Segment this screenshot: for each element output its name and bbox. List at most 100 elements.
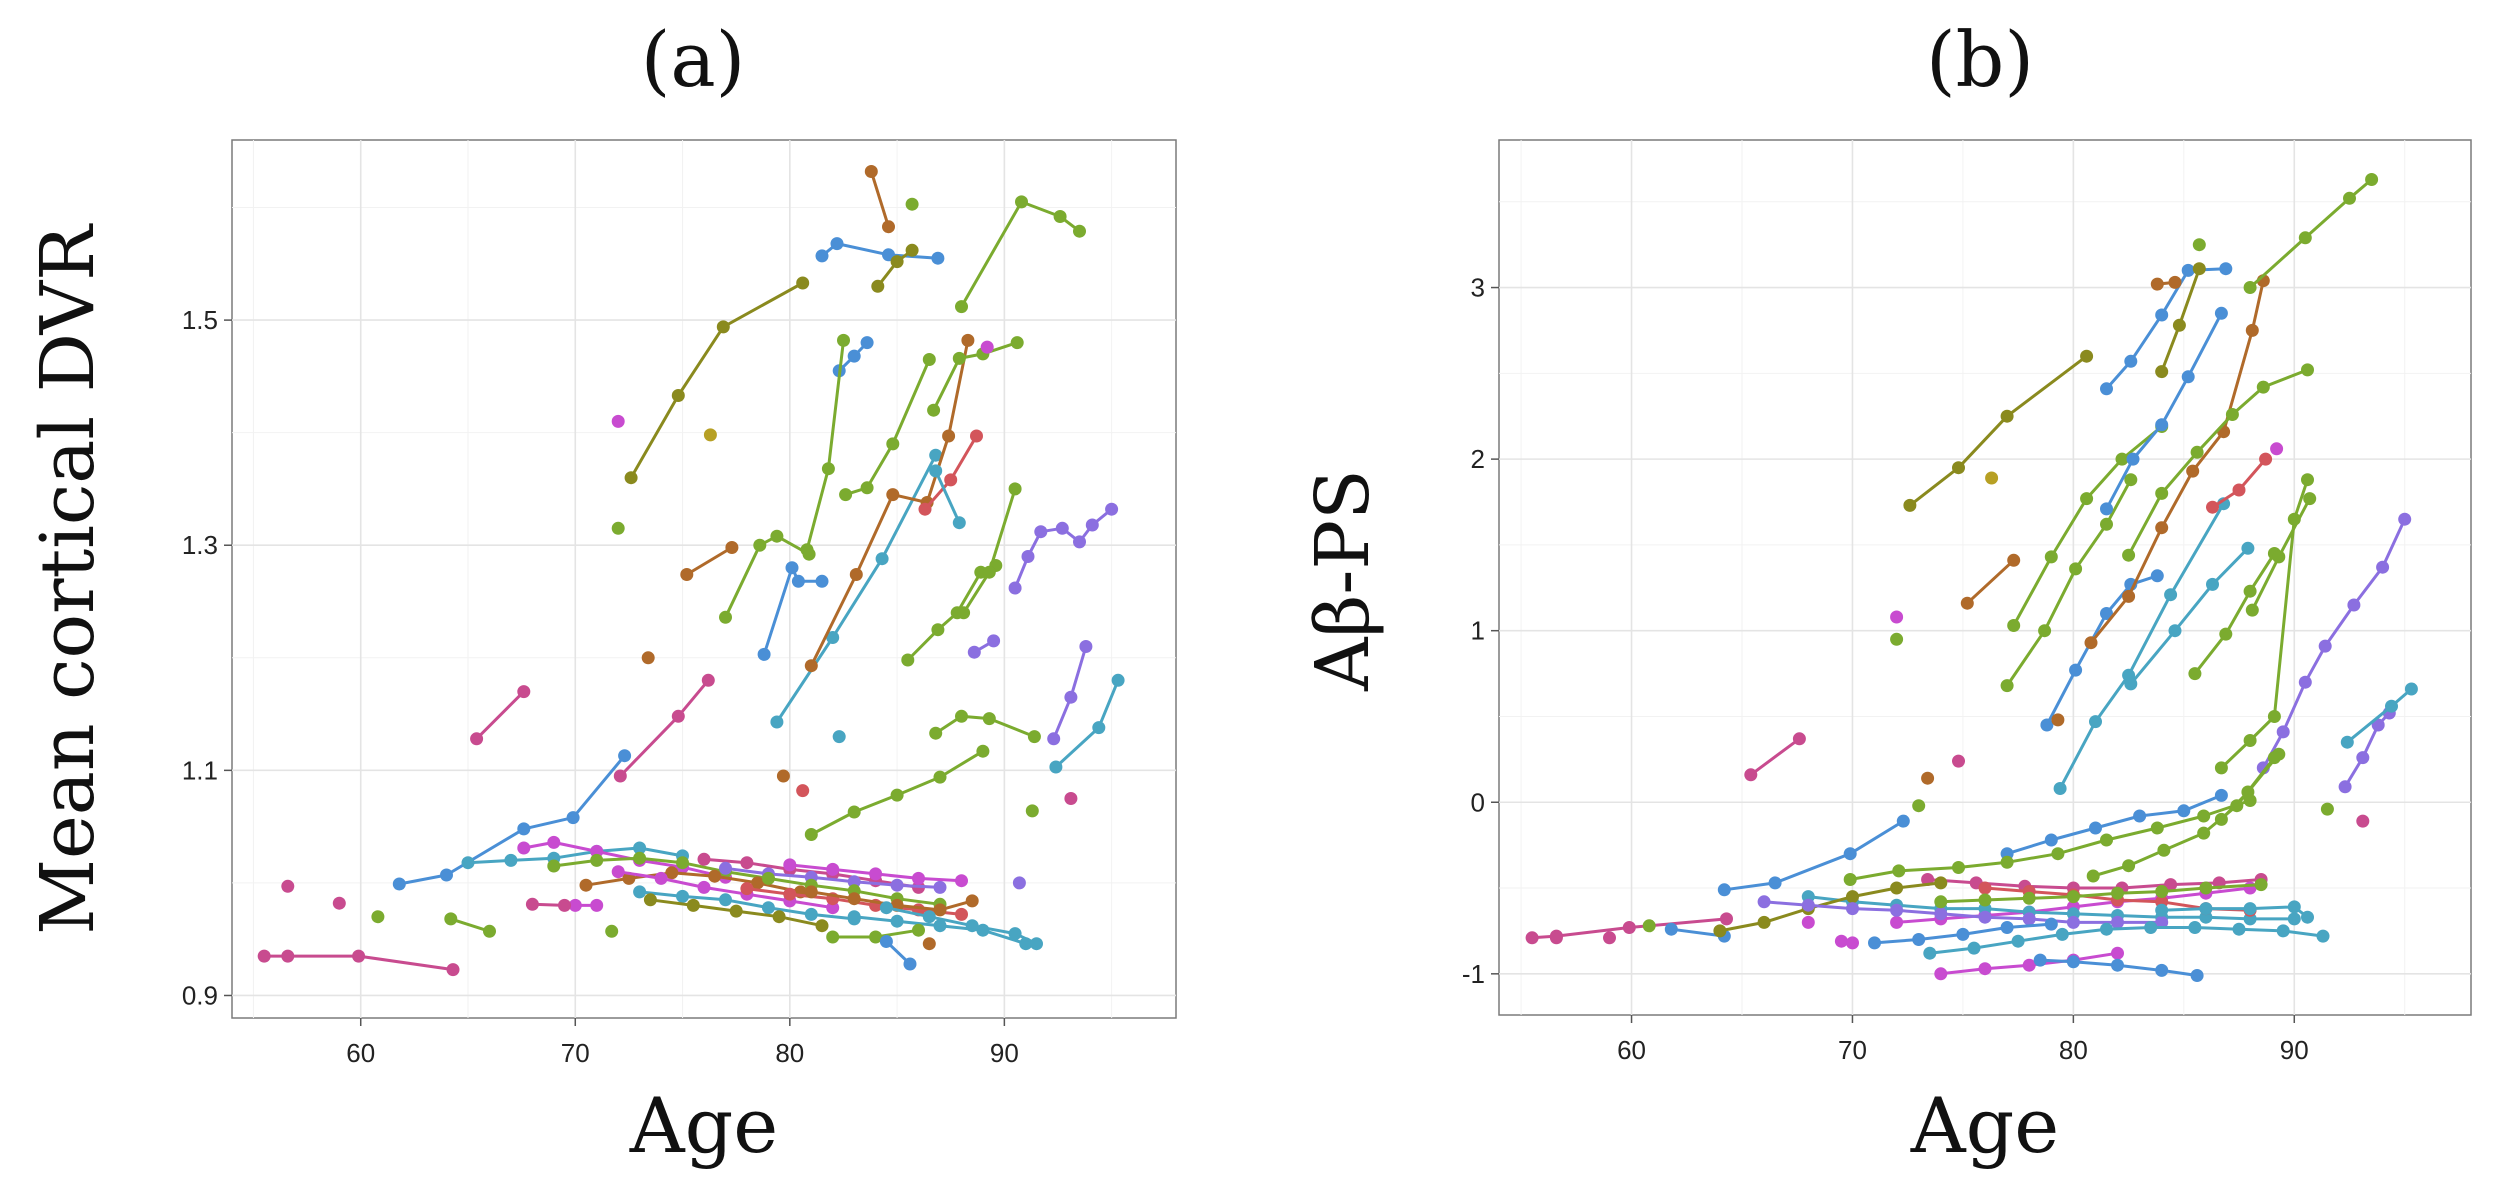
data-point xyxy=(2243,281,2257,294)
series-b-34 xyxy=(2245,492,2317,617)
data-point xyxy=(2214,788,2228,802)
data-point xyxy=(719,861,732,875)
data-point xyxy=(933,919,947,933)
series-a-32 xyxy=(967,634,1001,659)
data-point xyxy=(2155,915,2169,929)
data-point xyxy=(708,869,722,883)
series-line xyxy=(934,469,961,525)
data-point xyxy=(815,919,829,933)
data-point xyxy=(886,437,900,451)
data-point xyxy=(2376,560,2390,574)
x-axis-title-b: Age xyxy=(1910,1081,2060,1170)
data-point xyxy=(2089,715,2102,729)
series-a-10 xyxy=(624,276,810,485)
data-point xyxy=(830,237,844,251)
series-b-10 xyxy=(1912,799,1926,813)
data-point xyxy=(2069,663,2083,677)
data-point xyxy=(839,488,853,502)
data-point xyxy=(875,552,889,566)
data-point xyxy=(2066,915,2080,929)
data-point xyxy=(1757,915,1771,929)
data-point xyxy=(837,333,850,347)
series-a-44 xyxy=(832,730,846,744)
data-point xyxy=(955,907,968,921)
data-point xyxy=(952,351,966,365)
data-point xyxy=(1978,893,1992,907)
data-point xyxy=(1549,931,1563,945)
series-a-26 xyxy=(918,429,983,516)
data-point xyxy=(461,856,475,870)
series-b-35 xyxy=(2256,512,2412,775)
series-b-7 xyxy=(1744,732,1806,782)
data-point xyxy=(1642,919,1656,933)
data-point xyxy=(2188,921,2202,934)
series-b-16 xyxy=(2000,473,2138,693)
data-point xyxy=(927,403,941,417)
data-point xyxy=(886,488,900,502)
data-point xyxy=(2155,963,2169,977)
series-a-60 xyxy=(879,901,1043,951)
series-a-57 xyxy=(783,858,968,888)
data-point xyxy=(2011,934,2025,948)
data-point xyxy=(1846,902,1859,916)
series-a-28 xyxy=(955,195,1086,314)
data-point xyxy=(671,389,685,402)
data-point xyxy=(2007,619,2021,632)
data-point xyxy=(2267,751,2281,765)
data-point xyxy=(890,255,904,269)
data-point xyxy=(1073,535,1086,549)
series-b-55 xyxy=(2155,900,2314,924)
series-line xyxy=(629,281,805,480)
data-point xyxy=(633,841,647,855)
data-point xyxy=(912,871,925,885)
data-point xyxy=(2190,445,2204,459)
y-tick-label: 3 xyxy=(1471,273,1485,303)
data-point xyxy=(952,516,966,530)
data-point xyxy=(483,924,496,938)
series-b-13 xyxy=(1903,349,2094,512)
series-a-40 xyxy=(929,709,1041,744)
data-point xyxy=(826,901,840,915)
series-line xyxy=(262,954,455,972)
data-point xyxy=(719,610,732,624)
series-a-51 xyxy=(633,885,861,926)
series-line xyxy=(2343,711,2391,789)
series-a-24 xyxy=(839,353,936,502)
series-a-33 xyxy=(980,340,994,354)
series-line xyxy=(724,866,942,889)
series-line xyxy=(775,453,938,724)
data-point xyxy=(1912,933,1926,946)
series-b-47 xyxy=(1713,876,1948,938)
data-point xyxy=(2066,890,2080,904)
data-point xyxy=(942,429,956,443)
series-line xyxy=(1965,558,2016,605)
data-point xyxy=(965,894,979,908)
data-point xyxy=(905,243,919,257)
series-a-34 xyxy=(1008,502,1119,595)
series-b-31 xyxy=(2124,541,2255,691)
data-point xyxy=(761,871,775,885)
series-line xyxy=(449,917,491,933)
series-b-41 xyxy=(2086,751,2281,883)
series-a-37 xyxy=(1025,804,1039,818)
y-tick-label: 1 xyxy=(1471,616,1485,646)
series-a-3 xyxy=(332,896,346,910)
series-line xyxy=(584,871,802,894)
data-point xyxy=(1085,518,1099,532)
data-point xyxy=(815,574,829,588)
data-point xyxy=(740,856,754,870)
data-point xyxy=(2245,323,2259,337)
series-b-50 xyxy=(1934,878,2268,909)
data-point xyxy=(2155,885,2169,898)
data-point xyxy=(2115,452,2129,466)
y-tick-label: -1 xyxy=(1462,959,1485,989)
series-b-57 xyxy=(1801,915,1815,929)
series-b-39 xyxy=(2356,814,2370,828)
data-point xyxy=(2000,409,2014,423)
data-point xyxy=(2301,363,2314,377)
series-a-61 xyxy=(826,923,925,944)
series-b-27 xyxy=(2206,452,2273,514)
data-point xyxy=(955,300,968,314)
y-axis-title-b-text: Aβ-PS xyxy=(1300,469,1386,692)
